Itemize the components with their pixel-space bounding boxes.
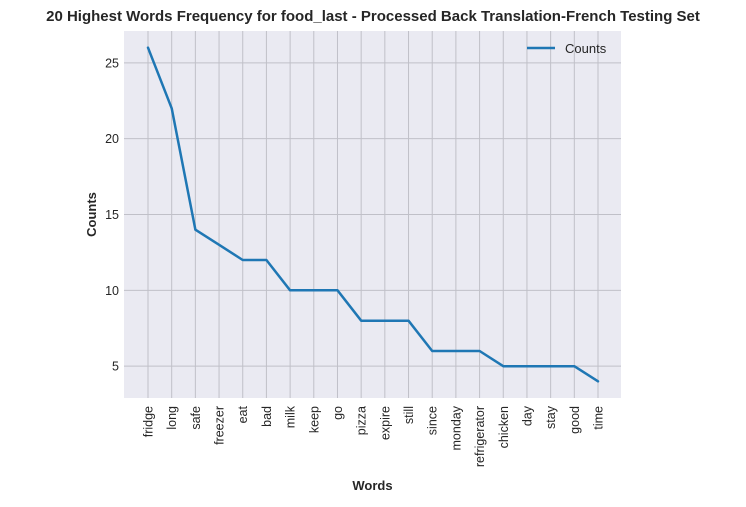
x-tick-label: long [165,406,179,430]
chart-title: 20 Highest Words Frequency for food_last… [46,8,700,25]
x-tick-label: keep [307,406,321,433]
x-tick-label: stay [544,405,558,429]
x-tick-label: refrigerator [473,406,487,467]
y-tick-labels: 5 10 15 20 25 [105,56,119,373]
legend-label-counts: Counts [565,41,607,56]
y-tick-label: 10 [105,284,119,298]
x-tick-label: expire [378,406,392,440]
x-tick-label: safe [189,406,203,430]
y-tick-label: 15 [105,208,119,222]
x-tick-label: fridge [142,406,156,437]
x-tick-label: time [592,406,606,430]
x-tick-label: good [568,406,582,434]
x-tick-label: still [402,406,416,424]
x-tick-label: bad [260,406,274,427]
x-tick-label: day [520,405,534,426]
y-tick-label: 20 [105,132,119,146]
x-tick-label: eat [236,405,250,423]
x-tick-label: go [331,406,345,420]
x-tick-label: since [426,406,440,435]
x-tick-label: monday [449,405,463,450]
y-tick-label: 5 [112,360,119,374]
x-tick-label: chicken [497,406,511,448]
x-tick-label: milk [284,405,298,428]
y-tick-label: 25 [105,56,119,70]
y-axis-label: Counts [84,192,99,237]
x-tick-label: pizza [355,406,369,435]
x-tick-label: freezer [213,406,227,445]
x-axis-label: Words [352,478,392,493]
